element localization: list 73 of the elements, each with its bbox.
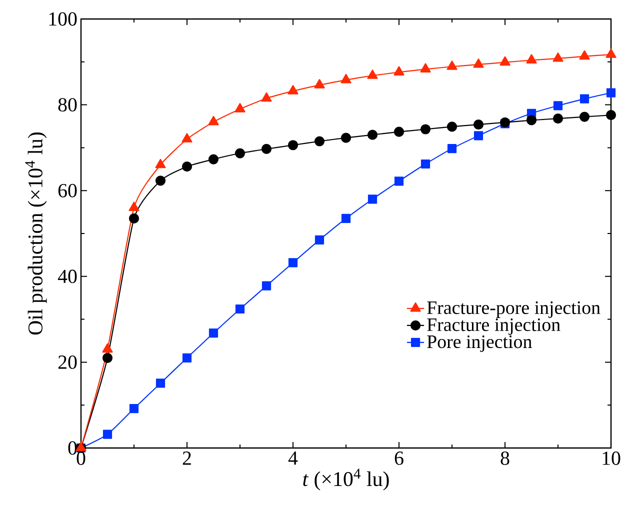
- x-axis-title: t (×10$^{4}$ lu): [303, 468, 389, 490]
- point: [234, 103, 246, 112]
- point: [420, 159, 430, 169]
- point: [261, 144, 272, 154]
- y-tick-label: 40: [58, 270, 77, 284]
- point: [368, 194, 378, 204]
- point: [182, 353, 192, 362]
- point: [474, 131, 484, 140]
- point: [579, 112, 590, 122]
- point: [580, 94, 590, 104]
- point: [340, 132, 352, 143]
- point: [288, 85, 298, 94]
- point: [208, 154, 219, 164]
- point: [208, 328, 218, 338]
- y-tick-label: 20: [58, 355, 77, 369]
- point: [394, 66, 404, 76]
- point: [341, 214, 351, 224]
- point: [262, 281, 272, 290]
- point: [102, 352, 113, 363]
- x-tick-label: 8: [500, 452, 510, 465]
- point: [606, 110, 616, 120]
- legend-label: Fracture-pore injection: [427, 301, 600, 318]
- point: [473, 119, 484, 130]
- x-tick-label: 10: [602, 452, 620, 465]
- point: [340, 74, 352, 84]
- point: [473, 58, 484, 68]
- point: [261, 92, 272, 102]
- point: [235, 304, 245, 314]
- point: [394, 176, 404, 186]
- point: [446, 60, 458, 70]
- point: [288, 140, 298, 150]
- point: [314, 136, 325, 146]
- point: [102, 343, 113, 353]
- point: [314, 235, 324, 244]
- point: [552, 113, 564, 124]
- point: [447, 144, 457, 154]
- point: [553, 101, 563, 110]
- point: [420, 124, 431, 134]
- y-tick-label: 0: [68, 441, 77, 455]
- y-axis-title: Oil production (×10$^{4}$ lu): [25, 132, 47, 335]
- point: [446, 122, 458, 132]
- point: [500, 56, 510, 66]
- point: [102, 430, 112, 439]
- legend-label: Pore injection: [427, 335, 532, 352]
- point: [526, 54, 537, 64]
- x-tick-label: 4: [288, 452, 298, 465]
- point: [420, 63, 431, 72]
- point: [155, 176, 166, 186]
- x-tick-label: 2: [182, 452, 191, 465]
- point: [367, 70, 378, 79]
- x-tick-label: 6: [394, 452, 404, 465]
- point: [394, 126, 404, 137]
- point: [314, 79, 325, 88]
- y-tick-label: 80: [58, 98, 77, 112]
- point: [155, 158, 166, 168]
- legend-label: Fracture injection: [427, 318, 560, 335]
- point: [367, 130, 378, 140]
- point: [182, 133, 192, 142]
- point: [606, 48, 616, 58]
- point: [552, 52, 564, 62]
- point: [526, 115, 537, 126]
- point: [288, 258, 298, 268]
- point: [129, 404, 139, 414]
- y-tick-label: 60: [58, 184, 77, 198]
- point: [208, 116, 219, 126]
- point: [128, 202, 140, 212]
- point: [128, 213, 140, 224]
- y-tick-label: 100: [49, 12, 77, 26]
- point: [182, 162, 192, 172]
- point: [579, 50, 590, 60]
- point: [234, 148, 246, 158]
- point: [606, 88, 616, 98]
- point: [156, 378, 166, 388]
